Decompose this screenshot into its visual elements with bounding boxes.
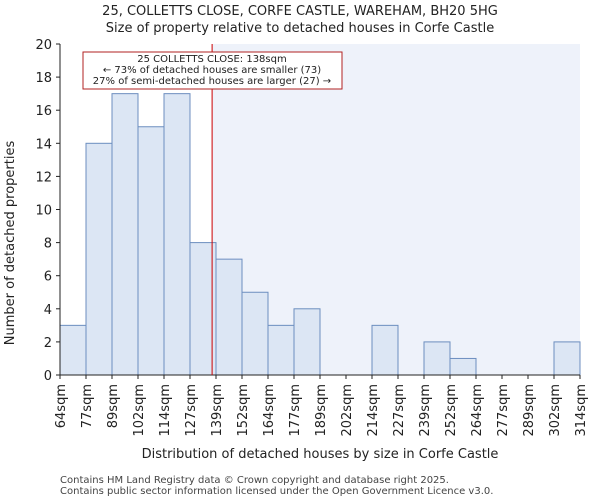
y-tick-label: 10: [35, 204, 52, 219]
bar-114sqm: [163, 93, 191, 376]
x-axis-label: Distribution of detached houses by size …: [142, 447, 499, 462]
bar-64sqm: [59, 324, 87, 376]
x-tick-label-252sqm: 252sqm: [444, 384, 459, 437]
x-tick-label-289sqm: 289sqm: [522, 384, 537, 437]
bar-102sqm: [137, 126, 165, 376]
x-tick-label-214sqm: 214sqm: [366, 384, 381, 437]
bar-214sqm: [371, 324, 399, 376]
x-tick-label-164sqm: 164sqm: [262, 384, 277, 437]
y-tick-label: 16: [35, 104, 52, 119]
x-tick-label-189sqm: 189sqm: [314, 384, 329, 437]
x-tick-label-264sqm: 264sqm: [470, 384, 485, 437]
x-tick-label-102sqm: 102sqm: [132, 384, 147, 437]
annotation-line2: ← 73% of detached houses are smaller (73…: [103, 65, 321, 76]
y-tick-label: 8: [44, 237, 52, 252]
x-tick-label-202sqm: 202sqm: [340, 384, 355, 437]
x-tick-label-89sqm: 89sqm: [106, 384, 121, 428]
bar-164sqm: [267, 324, 295, 376]
bar-152sqm: [241, 291, 269, 376]
x-tick-label-314sqm: 314sqm: [574, 384, 589, 437]
bar-89sqm: [111, 93, 139, 376]
chart-title: 25, COLLETTS CLOSE, CORFE CASTLE, WAREHA…: [102, 4, 498, 19]
bar-239sqm: [423, 341, 451, 376]
x-tick-label-77sqm: 77sqm: [80, 384, 95, 428]
y-tick-label: 18: [35, 71, 52, 86]
x-tick-label-152sqm: 152sqm: [236, 384, 251, 437]
x-tick-label-114sqm: 114sqm: [158, 384, 173, 437]
bar-77sqm: [85, 142, 113, 376]
y-tick-label: 14: [35, 137, 52, 152]
bar-177sqm: [293, 308, 321, 376]
bar-302sqm: [553, 341, 581, 376]
x-tick-label-302sqm: 302sqm: [548, 384, 563, 437]
y-axis-label: Number of detached properties: [3, 141, 18, 346]
y-tick-label: 0: [44, 369, 52, 384]
annotation-box: [82, 51, 343, 90]
bar-139sqm: [215, 258, 243, 376]
plot-area: 0 2 4 6 8 10 12 14 16 18 20 64sqm 77sqm 89sqm 102sqm 11…: [35, 38, 589, 437]
y-tick-label: 4: [44, 303, 52, 318]
x-tick-label-139sqm: 139sqm: [210, 384, 225, 437]
y-tick-label: 6: [44, 270, 52, 285]
x-tick-label-127sqm: 127sqm: [184, 384, 199, 437]
y-tick-label: 12: [35, 170, 52, 185]
bar-252sqm: [449, 357, 477, 376]
annotation-line1: 25 COLLETTS CLOSE: 138sqm: [137, 54, 286, 65]
x-tick-label-64sqm: 64sqm: [54, 384, 69, 428]
x-tick-label-277sqm: 277sqm: [496, 384, 511, 437]
chart-subtitle: Size of property relative to detached ho…: [106, 21, 494, 36]
x-tick-label-227sqm: 227sqm: [392, 384, 407, 437]
y-tick-label: 20: [35, 38, 52, 53]
x-tick-label-177sqm: 177sqm: [288, 384, 303, 437]
highlight-region: [212, 44, 580, 375]
y-tick-label: 2: [44, 336, 52, 351]
footer-line-1: Contains HM Land Registry data © Crown c…: [60, 475, 449, 486]
footer-line-2: Contains public sector information licen…: [60, 486, 493, 497]
x-tick-label-239sqm: 239sqm: [418, 384, 433, 437]
annotation-line3: 27% of semi-detached houses are larger (…: [93, 76, 331, 87]
